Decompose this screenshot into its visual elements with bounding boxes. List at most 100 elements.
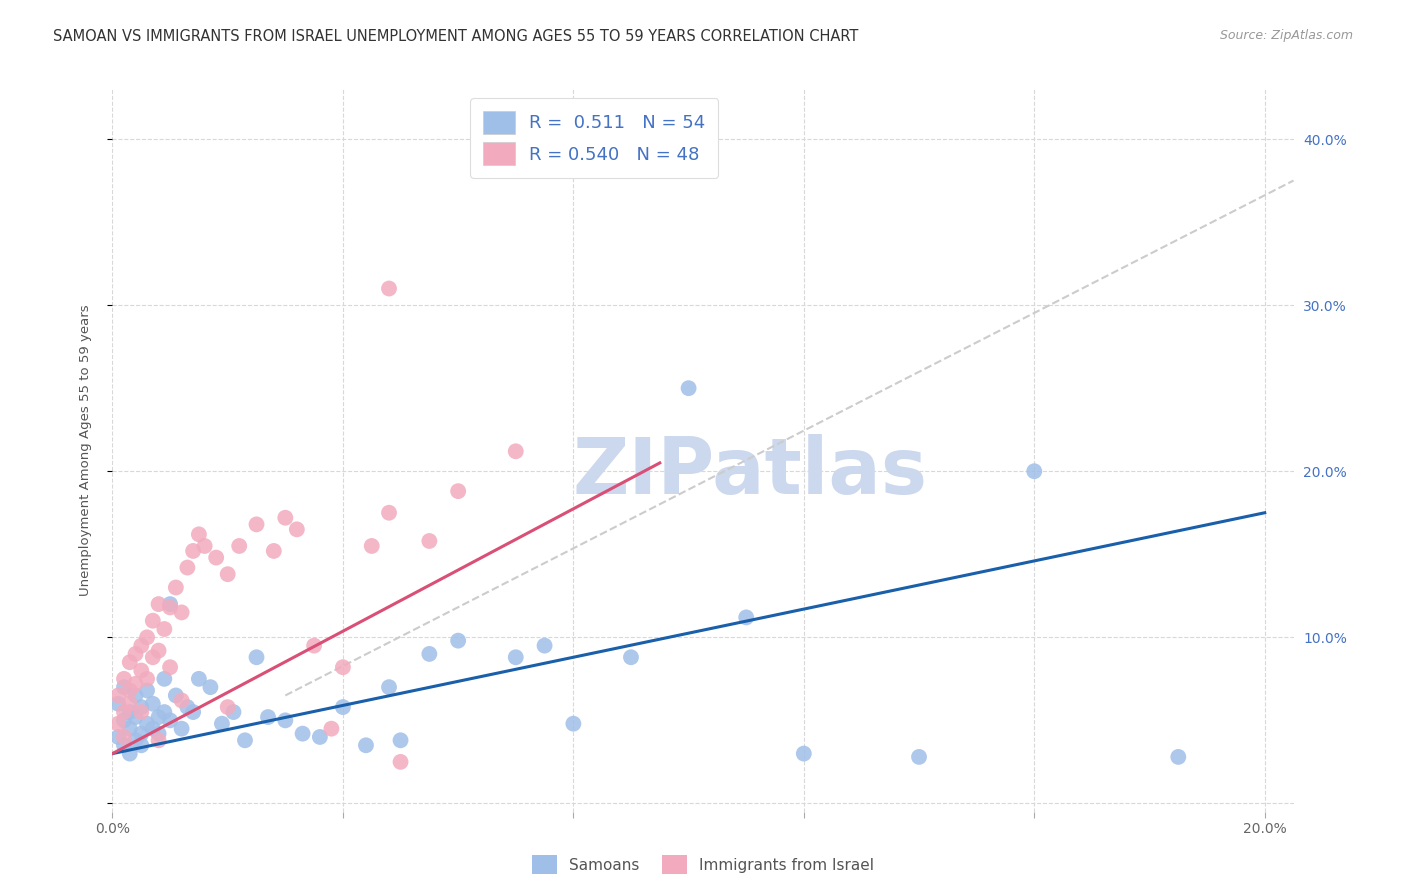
Point <box>263 544 285 558</box>
Point <box>1024 464 1046 478</box>
Point <box>302 639 325 653</box>
Point <box>211 716 233 731</box>
Point <box>153 705 176 719</box>
Point <box>112 730 135 744</box>
Point <box>378 281 401 295</box>
Point <box>245 517 267 532</box>
Point <box>107 716 129 731</box>
Point <box>378 506 401 520</box>
Point <box>678 381 700 395</box>
Point <box>124 677 146 691</box>
Point <box>153 622 176 636</box>
Point <box>148 597 170 611</box>
Point <box>142 722 165 736</box>
Point <box>159 714 181 728</box>
Point <box>418 647 440 661</box>
Point <box>159 597 181 611</box>
Point <box>148 726 170 740</box>
Point <box>332 700 354 714</box>
Point <box>165 689 187 703</box>
Point <box>735 610 758 624</box>
Text: SAMOAN VS IMMIGRANTS FROM ISRAEL UNEMPLOYMENT AMONG AGES 55 TO 59 YEARS CORRELAT: SAMOAN VS IMMIGRANTS FROM ISRAEL UNEMPLO… <box>53 29 859 45</box>
Point <box>1167 750 1189 764</box>
Legend: R =  0.511   N = 54, R = 0.540   N = 48: R = 0.511 N = 54, R = 0.540 N = 48 <box>470 98 718 178</box>
Point <box>908 750 931 764</box>
Point <box>148 733 170 747</box>
Point <box>321 722 343 736</box>
Point <box>136 683 159 698</box>
Legend: Samoans, Immigrants from Israel: Samoans, Immigrants from Israel <box>526 849 880 880</box>
Point <box>112 680 135 694</box>
Point <box>136 672 159 686</box>
Point <box>562 716 585 731</box>
Point <box>118 705 141 719</box>
Point <box>148 643 170 657</box>
Point <box>148 710 170 724</box>
Point <box>389 733 412 747</box>
Point <box>354 739 377 753</box>
Point <box>118 747 141 761</box>
Point <box>187 527 209 541</box>
Point <box>124 647 146 661</box>
Point <box>274 714 297 728</box>
Point <box>793 747 815 761</box>
Point <box>129 664 152 678</box>
Point <box>332 660 354 674</box>
Point <box>112 672 135 686</box>
Point <box>245 650 267 665</box>
Point <box>142 697 165 711</box>
Point <box>217 700 239 714</box>
Point <box>170 606 193 620</box>
Point <box>200 680 222 694</box>
Point <box>205 550 228 565</box>
Point <box>505 444 527 458</box>
Point <box>194 539 217 553</box>
Y-axis label: Unemployment Among Ages 55 to 59 years: Unemployment Among Ages 55 to 59 years <box>79 305 91 596</box>
Point <box>170 722 193 736</box>
Point <box>112 739 135 753</box>
Point <box>165 581 187 595</box>
Point <box>360 539 382 553</box>
Point <box>118 697 141 711</box>
Point <box>112 714 135 728</box>
Point <box>181 544 204 558</box>
Point <box>187 672 209 686</box>
Point <box>142 650 165 665</box>
Point <box>153 672 176 686</box>
Point <box>107 730 129 744</box>
Point <box>447 484 470 499</box>
Point <box>378 680 401 694</box>
Point <box>112 705 135 719</box>
Point <box>118 722 141 736</box>
Point <box>533 639 555 653</box>
Point <box>505 650 527 665</box>
Point <box>107 697 129 711</box>
Point <box>228 539 250 553</box>
Point <box>136 716 159 731</box>
Point <box>418 533 440 548</box>
Point <box>129 700 152 714</box>
Point <box>620 650 643 665</box>
Point <box>142 614 165 628</box>
Text: Source: ZipAtlas.com: Source: ZipAtlas.com <box>1219 29 1353 43</box>
Point <box>129 739 152 753</box>
Point <box>129 639 152 653</box>
Point <box>170 693 193 707</box>
Point <box>107 689 129 703</box>
Point <box>129 726 152 740</box>
Point <box>159 600 181 615</box>
Point <box>118 683 141 698</box>
Point <box>124 733 146 747</box>
Point <box>181 705 204 719</box>
Point <box>309 730 332 744</box>
Point <box>129 705 152 719</box>
Point <box>124 689 146 703</box>
Point <box>257 710 280 724</box>
Point <box>136 630 159 644</box>
Point <box>222 705 245 719</box>
Point <box>176 700 198 714</box>
Point <box>217 567 239 582</box>
Point <box>118 655 141 669</box>
Point <box>124 710 146 724</box>
Point <box>159 660 181 674</box>
